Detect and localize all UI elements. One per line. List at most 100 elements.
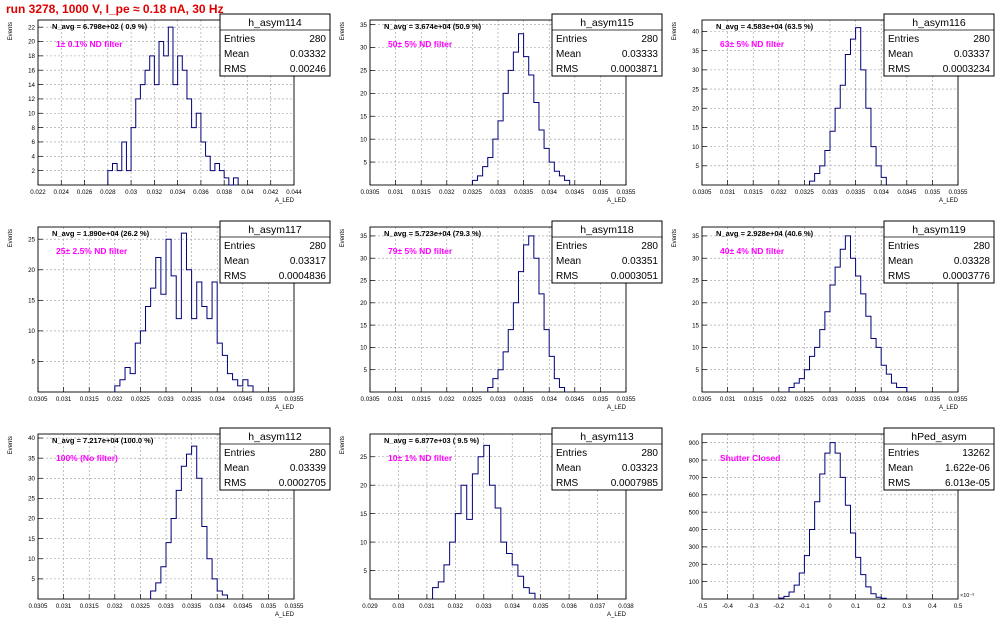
histogram-bin (539, 294, 544, 392)
stats-mean-value: 0.03337 (954, 49, 991, 60)
histogram-bin (512, 565, 518, 599)
y-axis-label: Events (8, 229, 14, 247)
x-tick-label: 0.031 (56, 396, 72, 403)
histogram-svg: 0.022 0.024 0.026 0.028 0.03 0.032 0.034 0.036 0… (8, 13, 331, 204)
histogram-bin (217, 343, 222, 392)
stats-entries-value: 280 (309, 34, 326, 45)
stats-rms-value: 0.0003234 (943, 64, 991, 75)
histogram-bin (789, 592, 794, 599)
x-tick-label: 0.0335 (182, 396, 201, 403)
y-tick-label: 5 (364, 159, 368, 166)
histogram-bin (224, 178, 229, 185)
histogram-bin (886, 374, 891, 392)
y-tick-label: 5 (32, 576, 36, 583)
x-tick-label: 0.0305 (693, 396, 712, 403)
stats-entries-value: 280 (973, 34, 990, 45)
x-tick-label: 0.0325 (795, 396, 814, 403)
histogram-bin (830, 131, 835, 185)
stats-entries-label: Entries (556, 241, 587, 252)
histogram-bin (498, 370, 503, 392)
y-tick-label: 5 (32, 359, 36, 366)
y-tick-label: 20 (28, 39, 35, 46)
histogram-pad-h_asym113: 0.029 0.03 0.031 0.032 0.033 0.034 0.035 0.036 0… (332, 414, 664, 621)
histogram-bin (524, 588, 530, 599)
histogram-bin (876, 166, 881, 185)
histogram-bin (248, 386, 253, 392)
filter-annotation: 50± 5% ND filter (388, 39, 453, 49)
x-tick-label: 0.0335 (514, 189, 533, 196)
histogram-bin (881, 365, 886, 392)
histogram-bin (117, 171, 122, 185)
histogram-bin (125, 368, 130, 392)
x-tick-label: 0.0355 (285, 396, 304, 403)
histogram-bin (840, 477, 845, 599)
stats-entries-label: Entries (224, 241, 255, 252)
histogram-svg: 0.029 0.03 0.031 0.032 0.033 0.034 0.035 0.036 0… (340, 427, 663, 618)
histogram-bin (881, 177, 886, 185)
stats-box (883, 220, 995, 284)
y-axis-label: Events (340, 436, 346, 454)
x-tick-label: 0.1 (851, 603, 860, 610)
histogram-pad-h_asym118: 0.0305 0.031 0.0315 0.032 0.0325 0.033 0.0335 0… (332, 207, 664, 414)
histogram-bin (524, 57, 529, 185)
histogram-bin (856, 557, 861, 599)
plot-frame (701, 433, 959, 600)
histogram-bin (825, 150, 830, 185)
stats-rms-label: RMS (224, 478, 247, 489)
x-tick-label: 0.032 (439, 396, 455, 403)
histogram-bin (529, 593, 535, 599)
histogram-bin (488, 158, 493, 186)
plot-frame (701, 226, 959, 393)
x-tick-label: 0.034 (209, 603, 225, 610)
stats-rms-label: RMS (224, 64, 247, 75)
stats-entries-label: Entries (888, 34, 919, 45)
x-axis-label: A_LED (939, 405, 959, 411)
x-tick-label: 0.0335 (514, 396, 533, 403)
x-tick-label: 0.0315 (744, 189, 763, 196)
x-tick-label: 0.028 (100, 189, 116, 196)
stats-entries-value: 280 (309, 241, 326, 252)
histogram-bin (472, 474, 478, 599)
histogram-bin (845, 55, 850, 185)
x-tick-label: 0.4 (928, 603, 937, 610)
histogram-bin (171, 276, 176, 392)
histogram-bin (789, 388, 794, 392)
x-tick-label: 0.0345 (233, 603, 252, 610)
y-tick-label: 10 (692, 345, 699, 352)
stats-rms-label: RMS (556, 271, 579, 282)
y-tick-label: 5 (696, 163, 700, 170)
x-tick-label: 0 (828, 603, 832, 610)
stats-rms-value: 0.0003776 (943, 271, 991, 282)
x-tick-label: 0.0305 (361, 396, 380, 403)
x-tick-label: 0.034 (170, 189, 186, 196)
histogram-bin (130, 374, 135, 392)
x-axis-label: A_LED (607, 198, 627, 204)
y-tick-label: 20 (692, 300, 699, 307)
y-tick-label: 10 (28, 328, 35, 335)
histogram-outline (150, 445, 228, 599)
histogram-bin (871, 338, 876, 392)
stats-entries-label: Entries (556, 448, 587, 459)
x-tick-label: 0.031 (56, 603, 72, 610)
histogram-name: h_asym113 (580, 431, 634, 443)
histogram-bin (534, 103, 539, 186)
histogram-bin (166, 239, 171, 392)
x-axis-label: A_LED (275, 198, 295, 204)
x-tick-label: 0.032 (147, 189, 163, 196)
histogram-bin (192, 446, 197, 599)
y-tick-label: 10 (360, 345, 367, 352)
x-tick-label: 0.034 (873, 189, 889, 196)
x-tick-label: 0.0315 (412, 189, 431, 196)
histogram-bin (850, 533, 855, 599)
y-axis-label: Events (8, 22, 14, 40)
histogram-bin (156, 258, 161, 392)
x-tick-label: 0.037 (590, 603, 606, 610)
histogram-bin (115, 386, 120, 392)
histogram-bin (845, 505, 850, 599)
stats-mean-value: 1.622e-06 (945, 463, 990, 474)
plot-frame (369, 226, 627, 393)
y-tick-label: 15 (692, 125, 699, 132)
histogram-bin (202, 527, 207, 599)
y-tick-label: 40 (692, 29, 699, 36)
y-tick-label: 15 (360, 322, 367, 329)
